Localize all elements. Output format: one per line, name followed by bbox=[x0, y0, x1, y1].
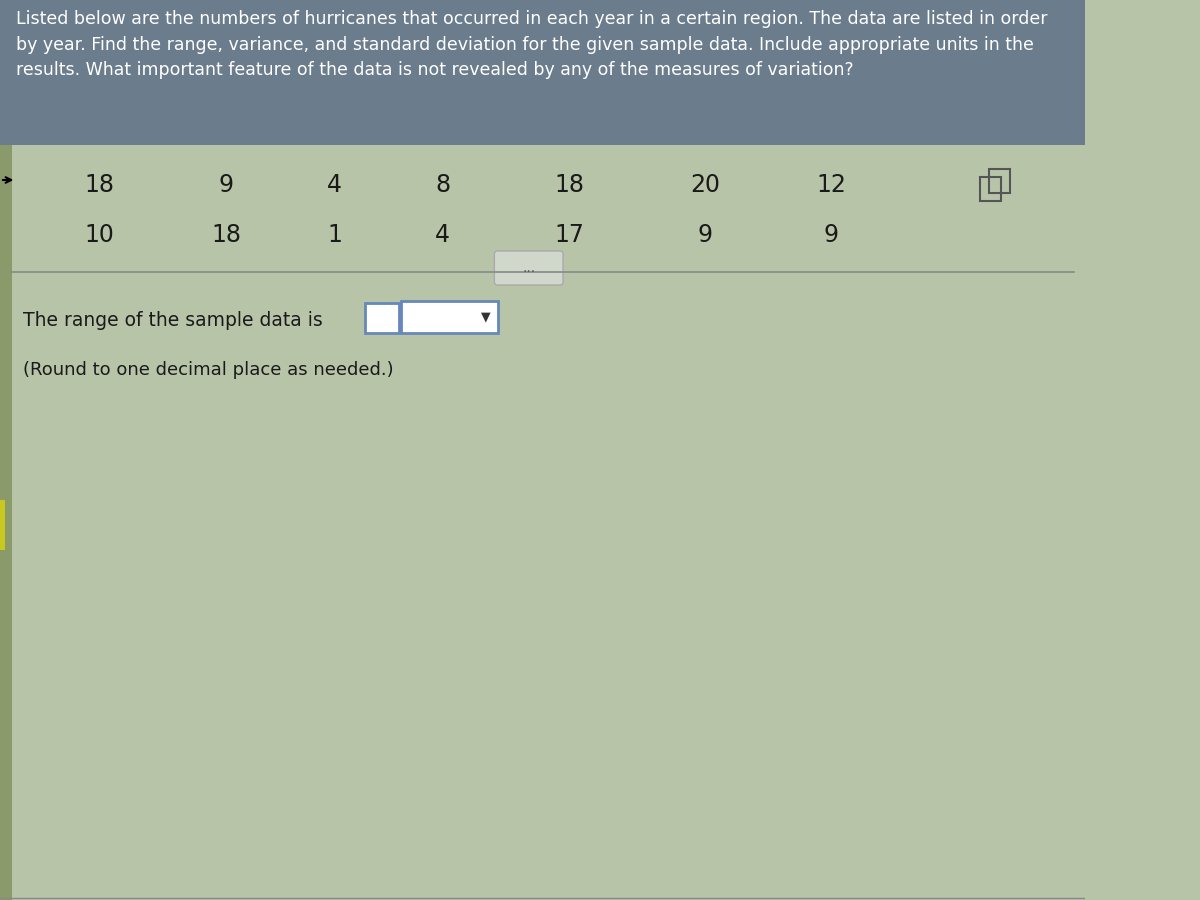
Text: ...: ... bbox=[522, 261, 535, 275]
Text: 20: 20 bbox=[690, 173, 720, 197]
Text: 17: 17 bbox=[554, 223, 584, 247]
Text: 18: 18 bbox=[211, 223, 241, 247]
Text: 4: 4 bbox=[326, 173, 342, 197]
Text: 4: 4 bbox=[436, 223, 450, 247]
Text: ▼: ▼ bbox=[481, 310, 491, 323]
Text: 10: 10 bbox=[84, 223, 114, 247]
Text: Listed below are the numbers of hurricanes that occurred in each year in a certa: Listed below are the numbers of hurrican… bbox=[17, 10, 1048, 79]
Text: 18: 18 bbox=[554, 173, 584, 197]
Text: 18: 18 bbox=[84, 173, 114, 197]
Text: (Round to one decimal place as needed.): (Round to one decimal place as needed.) bbox=[23, 361, 394, 379]
Text: 1: 1 bbox=[326, 223, 342, 247]
FancyBboxPatch shape bbox=[0, 500, 5, 550]
Text: 8: 8 bbox=[436, 173, 450, 197]
FancyBboxPatch shape bbox=[0, 0, 1085, 145]
FancyBboxPatch shape bbox=[365, 303, 398, 333]
FancyBboxPatch shape bbox=[401, 301, 498, 333]
Text: 9: 9 bbox=[824, 223, 839, 247]
FancyBboxPatch shape bbox=[494, 251, 563, 285]
Text: 9: 9 bbox=[697, 223, 713, 247]
Text: The range of the sample data is: The range of the sample data is bbox=[23, 310, 323, 329]
FancyBboxPatch shape bbox=[0, 145, 12, 900]
Text: 12: 12 bbox=[816, 173, 846, 197]
Text: 9: 9 bbox=[218, 173, 234, 197]
